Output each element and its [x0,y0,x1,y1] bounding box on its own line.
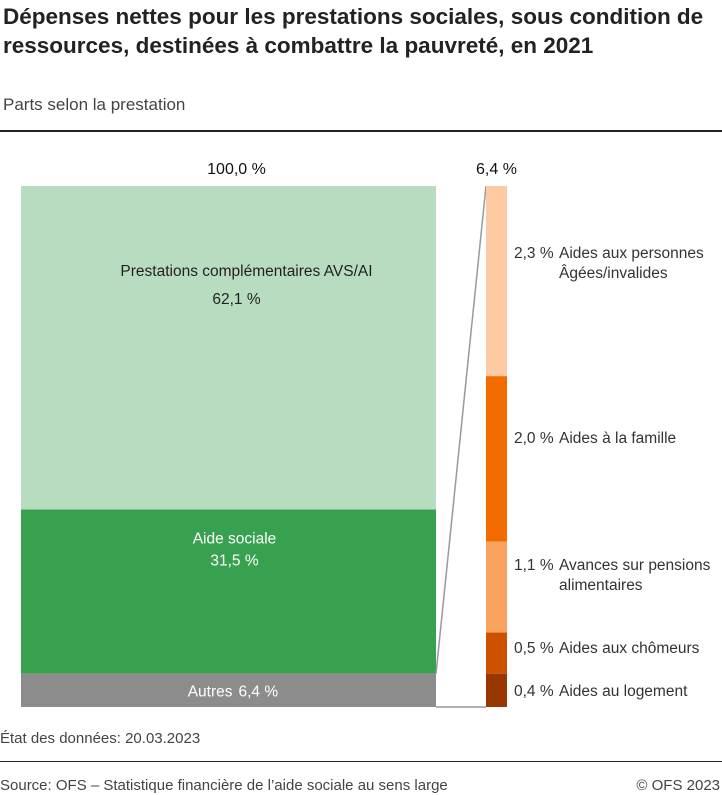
breakdown-name-label: Avances sur pensions [559,557,711,574]
segment-value-label: 62,1 % [212,291,260,308]
breakdown-segment-0 [486,186,507,377]
chart-subtitle: Parts selon la prestation [3,95,186,114]
bottom-rule [0,761,722,762]
top-rule [0,130,722,132]
breakdown-name-label: Aides à la famille [559,430,676,447]
breakdown-name-label: Aides au logement [559,683,688,700]
breakdown-value-label: 2,3 % [514,245,554,262]
source: Source: OFS – Statistique financière de … [0,777,448,794]
segment-name-label: Prestations complémentaires AVS/AI [120,263,372,280]
main-segment-0 [21,186,436,510]
breakdown-name-label: Aides aux chômeurs [559,640,700,657]
main-segment-1 [21,509,436,674]
segment-name-label: Aide sociale [193,531,277,548]
connector-line-top [435,185,487,674]
breakdown-segment-4 [486,673,507,707]
breakdown-total-label: 6,4 % [476,161,517,178]
main-segment-2 [21,673,436,707]
breakdown-value-label: 1,1 % [514,557,554,574]
breakdown-segment-3 [486,632,507,674]
data-status: État des données: 20.03.2023 [0,730,201,747]
breakdown-value-label: 0,5 % [514,640,554,657]
breakdown-segment-1 [486,376,507,542]
breakdown-value-label: 0,4 % [514,683,554,700]
breakdown-value-label: 2,0 % [514,430,554,447]
breakdown-segment-2 [486,541,507,633]
segment-value-label: 6,4 % [239,683,279,700]
copyright: © OFS 2023 [636,777,720,794]
segment-name-label: Autres [188,683,233,700]
main-total-label: 100,0 % [207,161,266,178]
chart-title: Dépenses nettes pour les prestations soc… [3,4,704,58]
breakdown-name-label: Aides aux personnes [559,245,704,262]
segment-value-label: 31,5 % [210,553,258,570]
breakdown-name-label: Âgées/invalides [559,265,668,282]
breakdown-name-label: alimentaires [559,577,643,594]
